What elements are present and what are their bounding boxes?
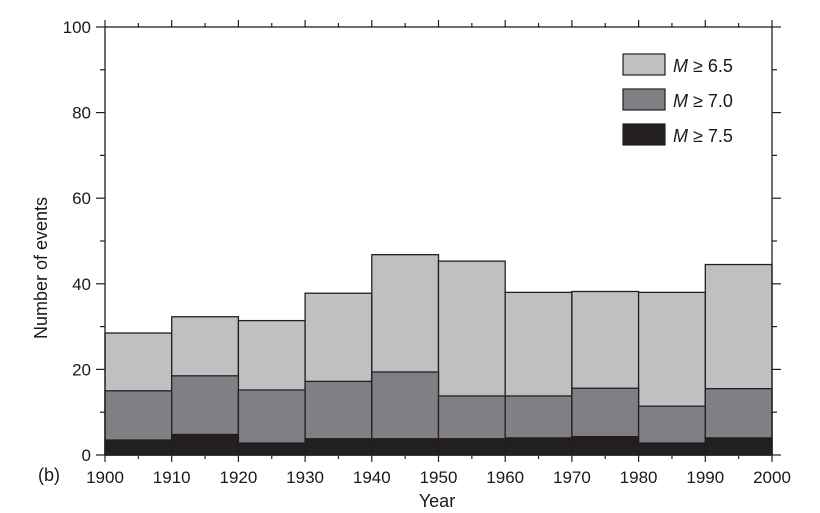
x-axis-title: Year [419,491,455,511]
legend: M ≥ 6.5 M ≥ 7.0 M ≥ 7.5 [622,53,733,146]
bar-series2-bin4 [371,438,440,456]
x-tick-label-2000: 2000 [753,468,791,487]
bar-series2-bin2 [237,442,306,456]
x-tick-label-1950: 1950 [420,468,458,487]
y-tick-label-0: 0 [82,446,91,465]
y-tick-label-40: 40 [72,275,91,294]
bar-series2-bin0 [104,439,173,456]
y-tick-label-20: 20 [72,360,91,379]
bar-series2-bin9 [704,437,773,456]
panel-label: (b) [38,465,60,485]
x-tick-label-1910: 1910 [153,468,191,487]
ticks-layer [96,20,781,462]
bars-layer [104,254,773,456]
legend-swatch-0 [622,53,666,76]
x-tick-label-1960: 1960 [486,468,524,487]
bar-series2-bin5 [437,438,506,456]
bar-series2-bin8 [637,442,706,456]
legend-swatch-1 [622,88,666,111]
legend-label-2: M ≥ 7.5 [673,126,733,146]
bar-series2-bin7 [571,435,640,456]
x-tick-label-1920: 1920 [219,468,257,487]
legend-swatch-2 [622,123,666,146]
bar-series2-bin3 [304,438,373,456]
y-axis-title: Number of events [31,197,51,339]
tick-labels-layer: 1900 1910 1920 1930 1940 1950 1960 1970 1980 1990… [63,18,791,487]
x-tick-label-1990: 1990 [686,468,724,487]
y-tick-label-80: 80 [72,104,91,123]
bar-series2-bin1 [171,433,240,456]
x-tick-label-1900: 1900 [86,468,124,487]
y-tick-label-100: 100 [63,18,91,37]
x-tick-label-1930: 1930 [286,468,324,487]
legend-label-0: M ≥ 6.5 [673,56,733,76]
x-tick-label-1970: 1970 [553,468,591,487]
legend-label-1: M ≥ 7.0 [673,91,733,111]
x-tick-label-1940: 1940 [353,468,391,487]
x-tick-label-1980: 1980 [620,468,658,487]
bar-series2-bin6 [504,437,573,456]
y-tick-label-60: 60 [72,189,91,208]
